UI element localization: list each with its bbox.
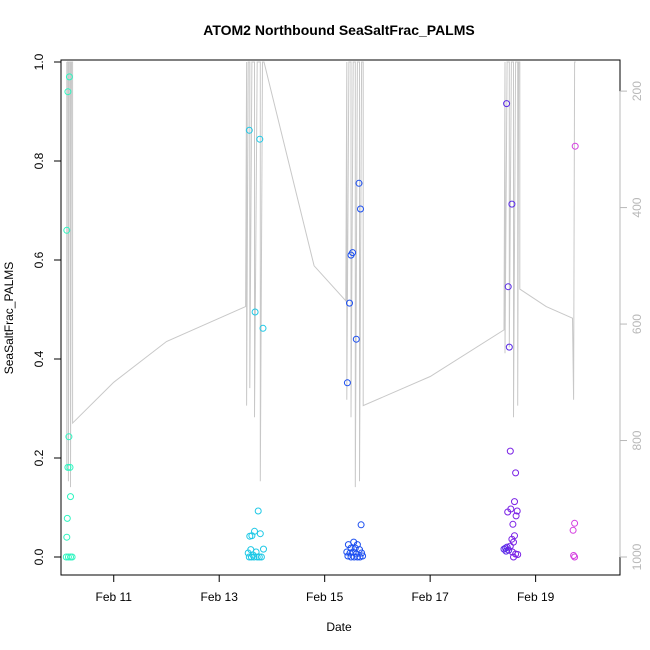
data-point [248, 532, 256, 540]
y-tick-label: 0.8 [32, 152, 46, 169]
data-point [352, 335, 360, 343]
x-axis: Feb 11 Feb 13 Feb 15 Feb 17 Feb 19 [96, 574, 555, 604]
data-point [347, 251, 355, 259]
pressure-trace-layer [66, 61, 576, 488]
x-tick-label: Feb 15 [306, 590, 344, 604]
data-point [506, 447, 514, 455]
right-tick-label: 200 [630, 81, 644, 101]
y-tick-label: 1.0 [32, 53, 46, 70]
data-point [355, 179, 363, 187]
x-axis-label: Date [326, 620, 352, 634]
data-point [571, 142, 579, 150]
data-point [257, 553, 265, 561]
data-point [504, 508, 512, 516]
data-point [63, 533, 71, 541]
data-point [503, 100, 511, 108]
y-tick-label: 0.0 [32, 548, 46, 565]
data-point [250, 553, 258, 561]
data-point [513, 507, 521, 515]
data-point [512, 469, 520, 477]
data-point [569, 526, 577, 534]
right-tick-label: 400 [630, 197, 644, 217]
x-tick-label: Feb 13 [201, 590, 239, 604]
data-point [256, 135, 264, 143]
data-point [346, 299, 353, 307]
data-point [504, 283, 512, 291]
data-point [64, 463, 72, 471]
data-point [512, 512, 520, 520]
data-point [245, 126, 253, 134]
data-point [570, 552, 578, 559]
data-point [67, 493, 74, 501]
data-point [571, 519, 579, 527]
y-tick-label: 0.6 [32, 251, 46, 268]
data-point [253, 553, 261, 561]
data-point [256, 530, 264, 538]
data-point [359, 552, 367, 560]
right-tick-label: 800 [630, 430, 644, 450]
data-point [260, 545, 267, 553]
data-point [65, 73, 73, 81]
plot-frame [60, 59, 621, 576]
data-point [508, 200, 516, 208]
data-point [357, 521, 365, 529]
y-axis-label: SeaSaltFrac_PALMS [2, 262, 16, 375]
data-point [251, 308, 259, 316]
data-point [571, 553, 579, 561]
data-point [64, 553, 72, 561]
data-point [510, 553, 517, 561]
data-point [506, 542, 514, 550]
data-point [347, 544, 355, 552]
data-point [65, 433, 73, 441]
data-point [343, 379, 351, 387]
data-point [245, 553, 253, 561]
data-point [64, 88, 72, 96]
x-tick-label: Feb 17 [411, 590, 449, 604]
right-tick-label: 1000 [630, 543, 644, 570]
data-point [254, 507, 262, 515]
data-point [357, 205, 364, 213]
data-point [505, 343, 513, 351]
y-axis: 0.0 0.2 0.4 0.6 0.8 1.0 [32, 53, 62, 565]
right-tick-label: 600 [630, 314, 644, 334]
data-point [63, 514, 71, 522]
data-point [259, 324, 267, 332]
right-axis: 200 400 600 800 1000 [619, 81, 644, 570]
data-point [255, 553, 263, 561]
data-point [68, 553, 76, 561]
data-point [511, 498, 518, 506]
x-tick-label: Feb 11 [96, 590, 133, 604]
data-point [66, 463, 74, 471]
data-point [353, 553, 361, 561]
data-point [63, 226, 71, 234]
pressure-trace-line [66, 61, 576, 488]
data-points-layer [62, 73, 579, 561]
y-tick-label: 0.2 [32, 449, 46, 466]
data-point [358, 549, 366, 557]
y-tick-label: 0.4 [32, 350, 46, 367]
x-tick-label: Feb 19 [517, 590, 555, 604]
chart-title: ATOM2 Northbound SeaSaltFrac_PALMS [203, 22, 474, 38]
data-point [509, 520, 517, 528]
